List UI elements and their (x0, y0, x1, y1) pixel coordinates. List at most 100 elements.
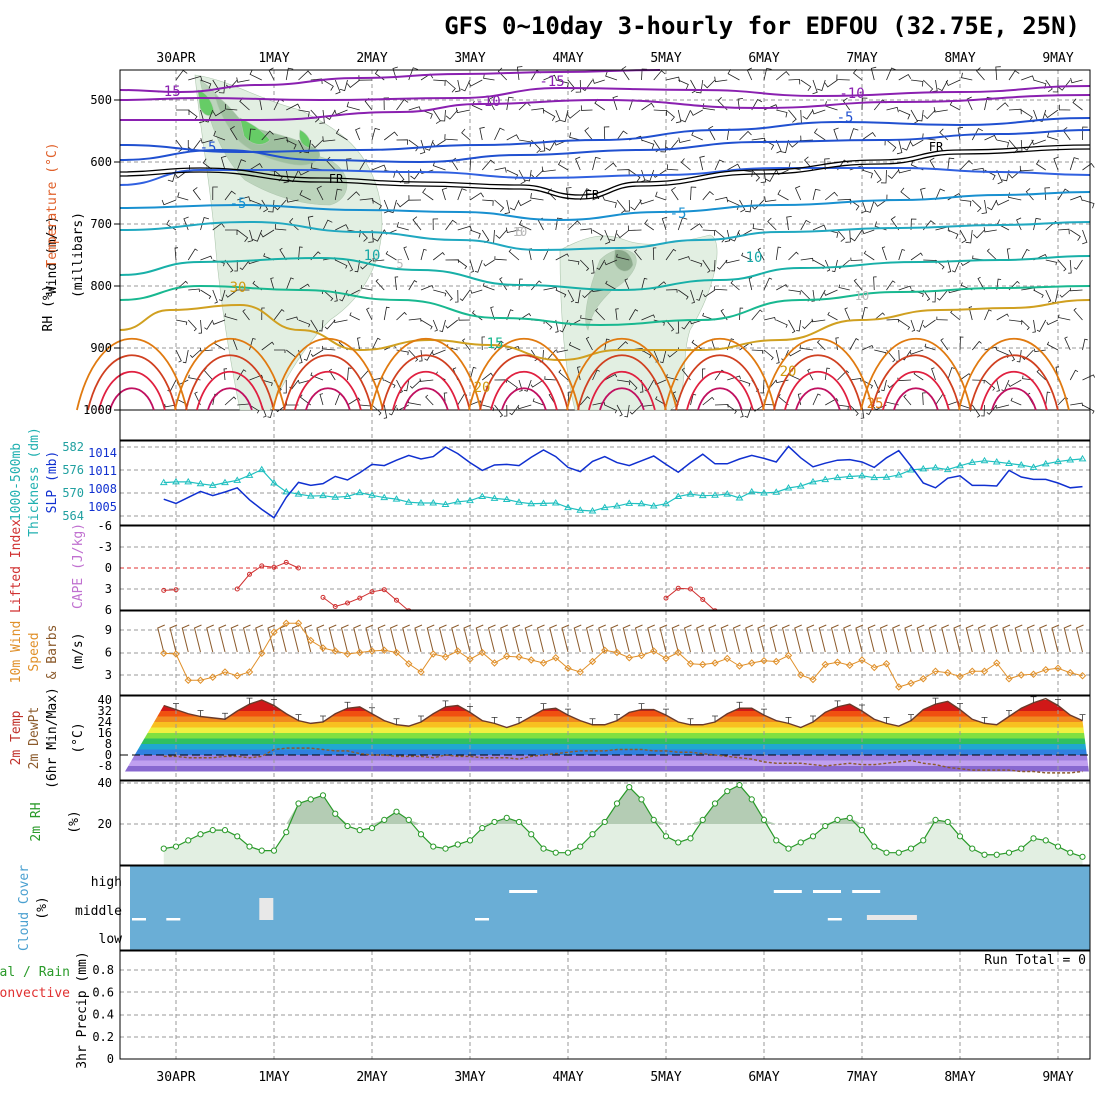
lifted-index-point (700, 597, 706, 602)
wind-barb (624, 404, 630, 418)
wind10m-barb (242, 624, 251, 653)
ylabel-slp: SLP (mb) (45, 451, 60, 514)
warm-contour (98, 371, 166, 411)
wind-barb (824, 259, 831, 272)
wind-barb (641, 139, 655, 150)
wind-barb (788, 289, 801, 295)
wind-barb (439, 319, 446, 333)
wind-barb (641, 277, 648, 291)
wind-barb (470, 289, 483, 294)
minmax-whisker (932, 697, 939, 705)
wind-barb (544, 376, 556, 381)
wind-barb (933, 107, 948, 113)
wind-barb (455, 107, 471, 114)
wind-barb (555, 217, 563, 231)
wind-barb (371, 199, 382, 211)
wind-barb (937, 79, 949, 92)
wind-barb (261, 379, 273, 387)
wind-barb (408, 280, 418, 291)
thickness-point (588, 507, 597, 514)
wind-barb (432, 218, 439, 231)
wind-barb (237, 229, 249, 243)
lifted-index-point (332, 604, 338, 609)
temp-tick: 32 (98, 704, 112, 718)
wind-barb (177, 192, 189, 201)
wind10m-barb (328, 624, 337, 653)
thickness-point (919, 464, 928, 472)
wind-barb (996, 219, 1010, 231)
pressure-tick: 800 (90, 279, 112, 293)
minmax-whisker (883, 716, 890, 724)
upper-air-contour-labels: -15 -15 -10 -10 -5 -5 -5 -5 5 5 10 10 10… (155, 74, 944, 412)
rh2m-point (809, 833, 817, 840)
wind10m-barb (353, 624, 361, 653)
wind-barb (922, 289, 931, 302)
wind-barb (247, 229, 253, 243)
wind-barb (357, 337, 361, 351)
wind-barb (960, 259, 973, 267)
thickness-point (502, 495, 511, 503)
wind-barb (800, 79, 812, 92)
wind10m-barb (463, 624, 472, 653)
wind-barb (971, 340, 982, 351)
wind10m-barb (1014, 624, 1023, 653)
wind-barb (409, 379, 422, 389)
wind-barb (283, 169, 289, 184)
wind-barb (959, 229, 967, 244)
wind-barb (225, 229, 238, 235)
wind-barb (497, 67, 508, 81)
wind-barb (714, 159, 725, 171)
warm-contour (174, 338, 286, 411)
wind-barb (796, 319, 802, 332)
wind-barb (375, 278, 385, 291)
wind-barb (1016, 139, 1023, 152)
wind10m-barb (610, 624, 619, 653)
wind10m-barb (500, 624, 508, 653)
lifted-index-point (394, 597, 399, 603)
wind-barb (494, 199, 505, 212)
wind-barb (530, 379, 544, 388)
wind-barb (861, 131, 876, 141)
wind-barb (567, 289, 575, 303)
rh2m-point (601, 818, 608, 826)
wind10m-barb (181, 624, 190, 653)
ylabel-wind: Wind (m/s) (45, 216, 60, 294)
wind-barb (568, 342, 581, 351)
wind-barb (298, 109, 310, 117)
wind-barb (239, 259, 250, 271)
minmax-whisker (1006, 710, 1012, 717)
wind-barb (813, 128, 826, 141)
date-tick-bottom: 1MAY (258, 1070, 289, 1085)
wind-barb (886, 67, 897, 81)
panel-border (119, 525, 1091, 611)
rh2m-point (295, 800, 302, 807)
temperature-contours (76, 69, 1091, 411)
wind-barb (690, 109, 703, 116)
wind-barb (359, 198, 374, 204)
wind-barb (555, 319, 559, 333)
wind-barb (249, 374, 264, 381)
wind-barb (279, 247, 287, 261)
wind-barb (298, 70, 312, 81)
wind-barb (873, 169, 882, 184)
wind-barb (959, 160, 973, 171)
warm-contour (762, 338, 874, 411)
rh2m-point (258, 847, 265, 854)
thickness-point (392, 495, 401, 502)
wind-barb (660, 139, 667, 153)
ylabel-thickness-1: 1000-500mb (9, 443, 24, 521)
wind-barb (767, 217, 777, 231)
wind-barb (518, 199, 532, 207)
wind-barb (763, 317, 776, 321)
wind-barb (959, 199, 972, 207)
wind-barb (716, 259, 728, 270)
wind-barb (624, 278, 630, 291)
wind-barb (283, 379, 287, 394)
wind-barb (384, 131, 398, 141)
wind-barb (604, 373, 618, 381)
pressure-axis: 500 600 700 800 900 1000 (83, 93, 120, 417)
wind-barb (920, 187, 926, 201)
wind10m-point (882, 660, 891, 668)
wind-barb (764, 196, 777, 202)
